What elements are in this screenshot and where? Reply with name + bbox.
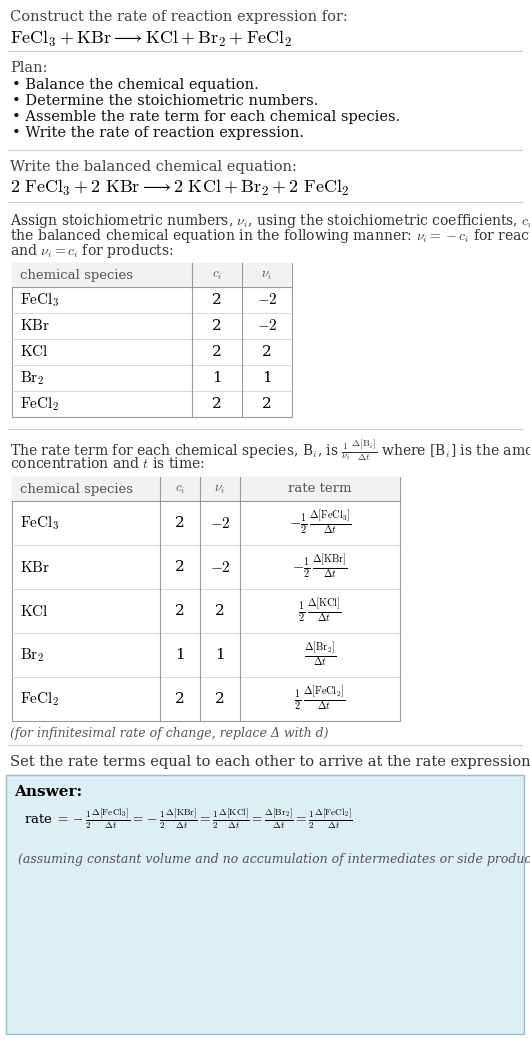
Text: $\nu_i$: $\nu_i$ [214, 482, 226, 496]
Bar [12, 477, 400, 501]
Text: Construct the rate of reaction expression for:: Construct the rate of reaction expressio… [10, 10, 348, 24]
Text: $-\frac{1}{2}\,\frac{\Delta[\mathrm{FeCl_3}]}{\Delta t}$: $-\frac{1}{2}\,\frac{\Delta[\mathrm{FeCl… [289, 508, 351, 537]
Text: $\mathrm{KBr}$: $\mathrm{KBr}$ [20, 560, 50, 574]
Text: and $\nu_i = c_i$ for products:: and $\nu_i = c_i$ for products: [10, 242, 174, 260]
Text: $\mathrm{FeCl_2}$: $\mathrm{FeCl_2}$ [20, 690, 59, 708]
Text: 2: 2 [175, 692, 185, 706]
Text: $\nu_i$: $\nu_i$ [261, 269, 272, 281]
Text: 1: 1 [215, 648, 225, 662]
Text: $\mathrm{KBr}$: $\mathrm{KBr}$ [20, 319, 50, 333]
Text: $\frac{\Delta[\mathrm{Br_2}]}{\Delta t}$: $\frac{\Delta[\mathrm{Br_2}]}{\Delta t}$ [304, 641, 336, 669]
Text: The rate term for each chemical species, B$_i$, is $\frac{1}{\nu_i}\frac{\Delta[: The rate term for each chemical species,… [10, 439, 530, 464]
Text: (for infinitesimal rate of change, replace Δ with d): (for infinitesimal rate of change, repla… [10, 727, 329, 740]
Text: 2: 2 [262, 397, 272, 411]
Text: $\mathrm{2\ FeCl_3 + 2\ KBr \longrightarrow 2\ KCl + Br_2 + 2\ FeCl_2}$: $\mathrm{2\ FeCl_3 + 2\ KBr \longrightar… [10, 178, 350, 198]
Text: Plan:: Plan: [10, 61, 48, 75]
Text: $-2$: $-2$ [210, 516, 231, 530]
Text: $c_i$: $c_i$ [212, 269, 222, 281]
Text: $\mathrm{Br_2}$: $\mathrm{Br_2}$ [20, 369, 44, 387]
Text: 2: 2 [175, 560, 185, 574]
Text: chemical species: chemical species [20, 482, 133, 496]
Text: $\mathrm{FeCl_3}$: $\mathrm{FeCl_3}$ [20, 291, 59, 308]
Text: rate term: rate term [288, 482, 352, 496]
Text: $-\frac{1}{2}\,\frac{\Delta[\mathrm{KBr}]}{\Delta t}$: $-\frac{1}{2}\,\frac{\Delta[\mathrm{KBr}… [292, 553, 348, 581]
Text: 2: 2 [262, 345, 272, 359]
Text: $-2$: $-2$ [257, 293, 277, 307]
Bar [12, 263, 292, 287]
Text: $\mathrm{FeCl_3}$: $\mathrm{FeCl_3}$ [20, 514, 59, 531]
Text: rate $= -\frac{1}{2}\frac{\Delta[\mathrm{FeCl_3}]}{\Delta t} = -\frac{1}{2}\frac: rate $= -\frac{1}{2}\frac{\Delta[\mathrm… [24, 807, 353, 832]
Text: 2: 2 [212, 319, 222, 333]
Text: Set the rate terms equal to each other to arrive at the rate expression:: Set the rate terms equal to each other t… [10, 755, 530, 769]
Text: 1: 1 [212, 371, 222, 384]
Text: chemical species: chemical species [20, 269, 133, 281]
Text: 2: 2 [212, 345, 222, 359]
Bar [12, 477, 400, 721]
Text: 2: 2 [175, 516, 185, 530]
Text: (assuming constant volume and no accumulation of intermediates or side products): (assuming constant volume and no accumul… [18, 853, 530, 866]
Text: • Write the rate of reaction expression.: • Write the rate of reaction expression. [12, 126, 304, 140]
Text: Write the balanced chemical equation:: Write the balanced chemical equation: [10, 160, 297, 174]
FancyBboxPatch shape [6, 775, 524, 1034]
Text: 1: 1 [175, 648, 185, 662]
Text: • Assemble the rate term for each chemical species.: • Assemble the rate term for each chemic… [12, 110, 400, 124]
Text: $\mathrm{FeCl_2}$: $\mathrm{FeCl_2}$ [20, 395, 59, 413]
Text: 2: 2 [215, 604, 225, 618]
Text: 1: 1 [262, 371, 272, 384]
Text: $-2$: $-2$ [257, 319, 277, 333]
Text: Answer:: Answer: [14, 785, 82, 799]
Text: $\frac{1}{2}\,\frac{\Delta[\mathrm{FeCl_2}]}{\Delta t}$: $\frac{1}{2}\,\frac{\Delta[\mathrm{FeCl_… [294, 685, 346, 713]
Text: $-2$: $-2$ [210, 560, 231, 574]
Text: 2: 2 [212, 397, 222, 411]
Text: $\mathrm{FeCl_3 + KBr \longrightarrow KCl + Br_2 + FeCl_2}$: $\mathrm{FeCl_3 + KBr \longrightarrow KC… [10, 29, 293, 49]
Text: 2: 2 [212, 293, 222, 307]
Text: $c_i$: $c_i$ [175, 482, 185, 496]
Text: $\mathrm{KCl}$: $\mathrm{KCl}$ [20, 603, 49, 619]
Text: $\mathrm{KCl}$: $\mathrm{KCl}$ [20, 345, 49, 359]
Text: • Determine the stoichiometric numbers.: • Determine the stoichiometric numbers. [12, 94, 319, 108]
Text: Assign stoichiometric numbers, $\nu_i$, using the stoichiometric coefficients, $: Assign stoichiometric numbers, $\nu_i$, … [10, 212, 530, 230]
Text: concentration and $t$ is time:: concentration and $t$ is time: [10, 456, 205, 471]
Text: $\frac{1}{2}\,\frac{\Delta[\mathrm{KCl}]}{\Delta t}$: $\frac{1}{2}\,\frac{\Delta[\mathrm{KCl}]… [298, 597, 342, 625]
Text: 2: 2 [215, 692, 225, 706]
Text: $\mathrm{Br_2}$: $\mathrm{Br_2}$ [20, 646, 44, 664]
Text: 2: 2 [175, 604, 185, 618]
Bar [12, 263, 292, 417]
Text: • Balance the chemical equation.: • Balance the chemical equation. [12, 78, 259, 92]
Text: the balanced chemical equation in the following manner: $\nu_i = -c_i$ for react: the balanced chemical equation in the fo… [10, 227, 530, 245]
